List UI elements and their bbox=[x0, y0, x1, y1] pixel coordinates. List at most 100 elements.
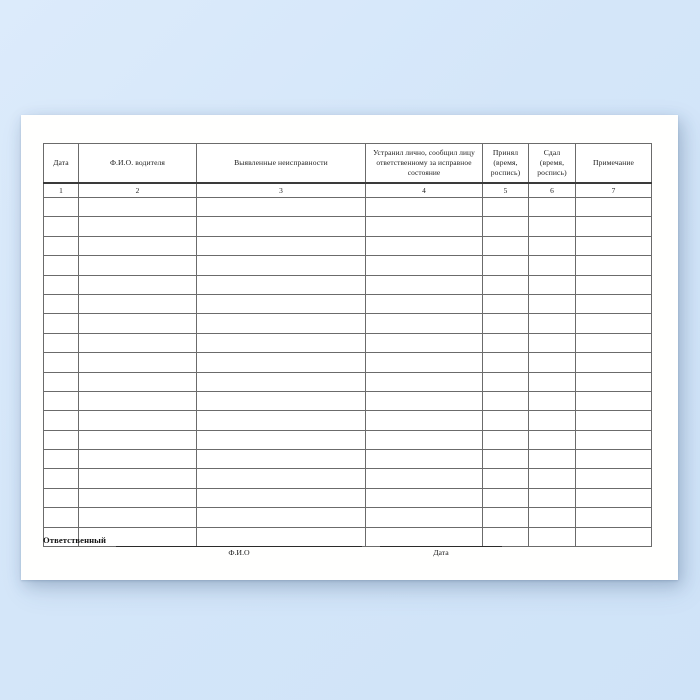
table-cell[interactable] bbox=[482, 449, 529, 470]
table-cell[interactable] bbox=[43, 313, 79, 334]
table-cell[interactable] bbox=[482, 390, 529, 412]
table-cell[interactable] bbox=[78, 255, 197, 276]
table-cell[interactable] bbox=[78, 410, 197, 431]
table-cell[interactable] bbox=[78, 235, 197, 257]
table-cell[interactable] bbox=[575, 352, 652, 373]
table-cell[interactable] bbox=[365, 507, 483, 528]
table-row[interactable] bbox=[43, 487, 652, 509]
table-row[interactable] bbox=[43, 507, 652, 528]
table-row[interactable] bbox=[43, 390, 652, 412]
table-cell[interactable] bbox=[528, 293, 576, 315]
table-cell[interactable] bbox=[575, 526, 652, 548]
table-cell[interactable] bbox=[482, 468, 529, 489]
table-cell[interactable] bbox=[528, 468, 576, 489]
table-cell[interactable] bbox=[78, 352, 197, 373]
table-cell[interactable] bbox=[482, 371, 529, 392]
table-cell[interactable] bbox=[482, 293, 529, 315]
table-cell[interactable] bbox=[575, 429, 652, 451]
table-cell[interactable] bbox=[482, 235, 529, 257]
table-cell[interactable] bbox=[575, 313, 652, 334]
table-cell[interactable] bbox=[196, 507, 366, 528]
table-cell[interactable] bbox=[43, 507, 79, 528]
table-cell[interactable] bbox=[528, 371, 576, 392]
table-cell[interactable] bbox=[575, 332, 652, 354]
table-cell[interactable] bbox=[196, 352, 366, 373]
table-cell[interactable] bbox=[365, 255, 483, 276]
table-row[interactable] bbox=[43, 293, 652, 315]
table-row[interactable] bbox=[43, 410, 652, 431]
table-cell[interactable] bbox=[528, 274, 576, 295]
table-cell[interactable] bbox=[528, 507, 576, 528]
table-row[interactable] bbox=[43, 526, 652, 548]
table-cell[interactable] bbox=[365, 390, 483, 412]
table-cell[interactable] bbox=[196, 196, 366, 218]
table-cell[interactable] bbox=[196, 255, 366, 276]
table-cell[interactable] bbox=[575, 216, 652, 237]
table-cell[interactable] bbox=[575, 196, 652, 218]
table-cell[interactable] bbox=[528, 216, 576, 237]
table-cell[interactable] bbox=[43, 332, 79, 354]
table-row[interactable] bbox=[43, 216, 652, 237]
table-cell[interactable] bbox=[43, 196, 79, 218]
table-cell[interactable] bbox=[43, 449, 79, 470]
table-cell[interactable] bbox=[43, 274, 79, 295]
table-cell[interactable] bbox=[482, 274, 529, 295]
table-cell[interactable] bbox=[196, 410, 366, 431]
table-row[interactable] bbox=[43, 429, 652, 451]
table-cell[interactable] bbox=[575, 390, 652, 412]
table-cell[interactable] bbox=[43, 468, 79, 489]
table-cell[interactable] bbox=[575, 410, 652, 431]
table-cell[interactable] bbox=[78, 390, 197, 412]
table-row[interactable] bbox=[43, 468, 652, 489]
table-row[interactable] bbox=[43, 449, 652, 470]
table-cell[interactable] bbox=[482, 507, 529, 528]
table-cell[interactable] bbox=[575, 371, 652, 392]
table-cell[interactable] bbox=[575, 507, 652, 528]
table-row[interactable] bbox=[43, 274, 652, 295]
table-cell[interactable] bbox=[575, 274, 652, 295]
table-cell[interactable] bbox=[196, 371, 366, 392]
table-cell[interactable] bbox=[78, 293, 197, 315]
table-cell[interactable] bbox=[43, 216, 79, 237]
table-cell[interactable] bbox=[43, 255, 79, 276]
table-row[interactable] bbox=[43, 313, 652, 334]
table-cell[interactable] bbox=[43, 235, 79, 257]
table-cell[interactable] bbox=[482, 410, 529, 431]
table-cell[interactable] bbox=[528, 352, 576, 373]
table-cell[interactable] bbox=[196, 390, 366, 412]
table-cell[interactable] bbox=[78, 274, 197, 295]
table-cell[interactable] bbox=[78, 313, 197, 334]
table-cell[interactable] bbox=[528, 255, 576, 276]
table-cell[interactable] bbox=[78, 332, 197, 354]
table-cell[interactable] bbox=[196, 293, 366, 315]
table-cell[interactable] bbox=[575, 449, 652, 470]
table-row[interactable] bbox=[43, 332, 652, 354]
table-row[interactable] bbox=[43, 255, 652, 276]
table-cell[interactable] bbox=[528, 235, 576, 257]
table-cell[interactable] bbox=[365, 352, 483, 373]
table-cell[interactable] bbox=[482, 196, 529, 218]
table-cell[interactable] bbox=[196, 274, 366, 295]
table-cell[interactable] bbox=[78, 429, 197, 451]
table-cell[interactable] bbox=[528, 487, 576, 509]
table-cell[interactable] bbox=[365, 196, 483, 218]
table-cell[interactable] bbox=[575, 235, 652, 257]
table-cell[interactable] bbox=[196, 332, 366, 354]
date-fill-line[interactable] bbox=[380, 546, 502, 547]
table-cell[interactable] bbox=[365, 410, 483, 431]
table-cell[interactable] bbox=[528, 390, 576, 412]
table-cell[interactable] bbox=[482, 313, 529, 334]
table-cell[interactable] bbox=[78, 507, 197, 528]
table-cell[interactable] bbox=[575, 255, 652, 276]
table-cell[interactable] bbox=[482, 332, 529, 354]
table-cell[interactable] bbox=[196, 487, 366, 509]
table-row[interactable] bbox=[43, 235, 652, 257]
table-cell[interactable] bbox=[575, 293, 652, 315]
table-cell[interactable] bbox=[365, 332, 483, 354]
table-cell[interactable] bbox=[575, 468, 652, 489]
responsible-name-fill-line[interactable] bbox=[116, 546, 362, 547]
table-cell[interactable] bbox=[43, 352, 79, 373]
table-cell[interactable] bbox=[43, 487, 79, 509]
table-cell[interactable] bbox=[78, 468, 197, 489]
table-cell[interactable] bbox=[365, 235, 483, 257]
